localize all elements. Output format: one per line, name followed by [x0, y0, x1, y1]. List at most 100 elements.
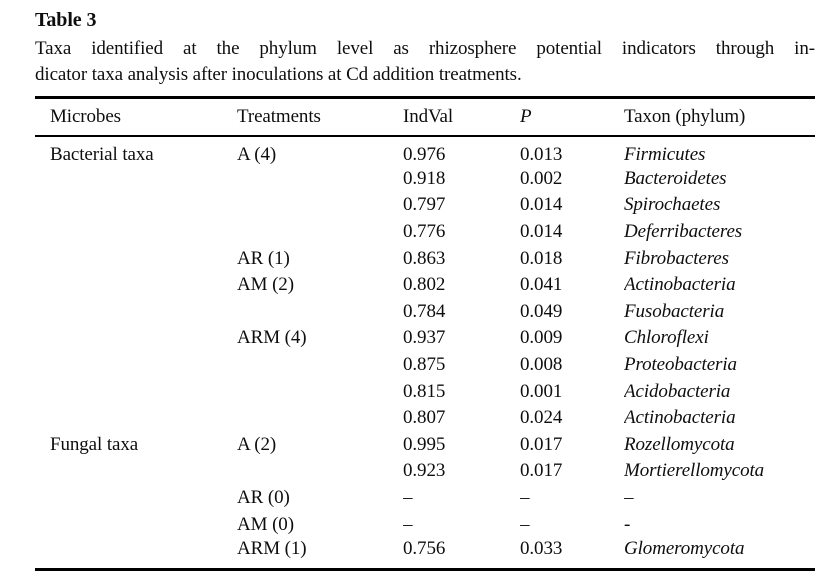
table-row: AM (0) – – - — [35, 511, 815, 538]
indicator-taxa-table: Microbes Treatments IndVal P Taxon (phyl… — [35, 96, 815, 571]
taxon-cell: Actinobacteria — [624, 274, 736, 296]
microbes-cell — [35, 485, 237, 512]
microbes-cell — [35, 192, 237, 219]
caption-line-2: dicator taxa analysis after inoculations… — [35, 64, 522, 85]
indval-cell: 0.923 — [403, 460, 446, 482]
indval-cell: 0.875 — [403, 353, 446, 375]
indval-cell: 0.976 — [403, 143, 446, 165]
p-value-cell: 0.001 — [520, 380, 563, 402]
p-value-cell: 0.017 — [520, 460, 563, 482]
treatments-cell — [237, 352, 403, 379]
taxon-cell: Acidobacteria — [624, 380, 731, 402]
taxon-cell: Proteobacteria — [624, 353, 737, 375]
taxon-cell: Glomeromycota — [624, 537, 745, 559]
microbes-cell — [35, 378, 237, 405]
p-value-cell: – — [520, 486, 530, 508]
column-header-microbes: Microbes — [35, 97, 237, 137]
p-value-cell: 0.049 — [520, 300, 563, 322]
taxon-cell: Mortierellomycota — [624, 460, 765, 482]
treatments-cell — [237, 298, 403, 325]
column-header-indval: IndVal — [403, 97, 520, 137]
treatments-cell: ARM (4) — [237, 327, 307, 349]
treatments-cell: AR (0) — [237, 486, 290, 508]
p-value-cell: 0.013 — [520, 143, 563, 165]
indval-cell: 0.995 — [403, 433, 446, 455]
indval-cell: 0.918 — [403, 167, 446, 189]
indval-cell: – — [403, 486, 413, 508]
p-value-cell: 0.014 — [520, 220, 563, 242]
treatments-cell: AM (2) — [237, 274, 294, 296]
table-row: AM (2) 0.802 0.041 Actinobacteria — [35, 272, 815, 299]
treatments-cell — [237, 219, 403, 246]
treatments-cell — [237, 458, 403, 485]
treatments-cell — [237, 405, 403, 432]
treatments-cell — [237, 166, 403, 193]
microbes-cell — [35, 272, 237, 299]
treatments-cell: AR (1) — [237, 247, 290, 269]
p-value-cell: 0.024 — [520, 407, 563, 429]
microbes-cell: Bacterial taxa — [50, 143, 154, 165]
microbes-cell — [35, 538, 237, 570]
table-block: Table 3 Taxa identified at the phylum le… — [35, 8, 815, 571]
taxon-cell: - — [624, 513, 631, 535]
taxon-cell: Spirochaetes — [624, 194, 721, 216]
taxon-cell: Rozellomycota — [624, 433, 735, 455]
taxon-cell: Chloroflexi — [624, 327, 709, 349]
p-value-cell: 0.017 — [520, 433, 563, 455]
column-header-taxon: Taxon (phylum) — [624, 97, 815, 137]
microbes-cell — [35, 298, 237, 325]
indval-cell: 0.797 — [403, 194, 446, 216]
column-header-treatments: Treatments — [237, 97, 403, 137]
indval-cell: 0.815 — [403, 380, 446, 402]
table-row: AR (0) – – – — [35, 485, 815, 512]
indval-cell: 0.784 — [403, 300, 446, 322]
microbes-cell: Fungal taxa — [50, 433, 139, 455]
p-value-cell: 0.033 — [520, 537, 563, 559]
taxon-cell: Actinobacteria — [624, 407, 736, 429]
treatments-cell: A (2) — [237, 433, 277, 455]
p-value-cell: – — [520, 513, 530, 535]
table-head: Microbes Treatments IndVal P Taxon (phyl… — [35, 97, 815, 137]
p-value-cell: 0.002 — [520, 167, 563, 189]
indval-cell: 0.863 — [403, 247, 446, 269]
microbes-cell — [35, 219, 237, 246]
table-row: Bacterial taxa A (4) 0.976 0.013 Firmicu… — [35, 136, 815, 166]
table-row: 0.918 0.002 Bacteroidetes — [35, 166, 815, 193]
indval-cell: 0.802 — [403, 274, 446, 296]
indval-cell: 0.807 — [403, 407, 446, 429]
taxon-cell: Fusobacteria — [624, 300, 725, 322]
microbes-cell — [35, 325, 237, 352]
table-row: 0.776 0.014 Deferribacteres — [35, 219, 815, 246]
microbes-cell — [35, 405, 237, 432]
table-row: 0.815 0.001 Acidobacteria — [35, 378, 815, 405]
p-value-cell: 0.014 — [520, 194, 563, 216]
column-header-p: P — [520, 97, 624, 137]
indval-cell: 0.756 — [403, 537, 446, 559]
p-value-cell: 0.009 — [520, 327, 563, 349]
table-row: ARM (4) 0.937 0.009 Chloroflexi — [35, 325, 815, 352]
taxon-cell: Fibrobacteres — [624, 247, 729, 269]
table-row: 0.807 0.024 Actinobacteria — [35, 405, 815, 432]
p-value-cell: 0.041 — [520, 274, 563, 296]
indval-cell: 0.776 — [403, 220, 446, 242]
table-row: 0.797 0.014 Spirochaetes — [35, 192, 815, 219]
microbes-cell — [35, 166, 237, 193]
microbes-cell — [35, 352, 237, 379]
p-value-cell: 0.018 — [520, 247, 563, 269]
table-row: 0.875 0.008 Proteobacteria — [35, 352, 815, 379]
table-row: 0.923 0.017 Mortierellomycota — [35, 458, 815, 485]
table-row: Fungal taxa A (2) 0.995 0.017 Rozellomyc… — [35, 431, 815, 458]
treatments-cell: A (4) — [237, 143, 277, 165]
microbes-cell — [35, 458, 237, 485]
caption-line-1: Taxa identified at the phylum level as r… — [35, 38, 815, 59]
microbes-cell — [35, 245, 237, 272]
treatments-cell: ARM (1) — [237, 537, 307, 559]
indval-cell: – — [403, 513, 413, 535]
table-caption: Taxa identified at the phylum level as r… — [35, 36, 815, 88]
table-header-row: Microbes Treatments IndVal P Taxon (phyl… — [35, 97, 815, 137]
table-row: AR (1) 0.863 0.018 Fibrobacteres — [35, 245, 815, 272]
treatments-cell: AM (0) — [237, 513, 294, 535]
p-value-cell: 0.008 — [520, 353, 563, 375]
table-title: Table 3 — [35, 9, 97, 31]
